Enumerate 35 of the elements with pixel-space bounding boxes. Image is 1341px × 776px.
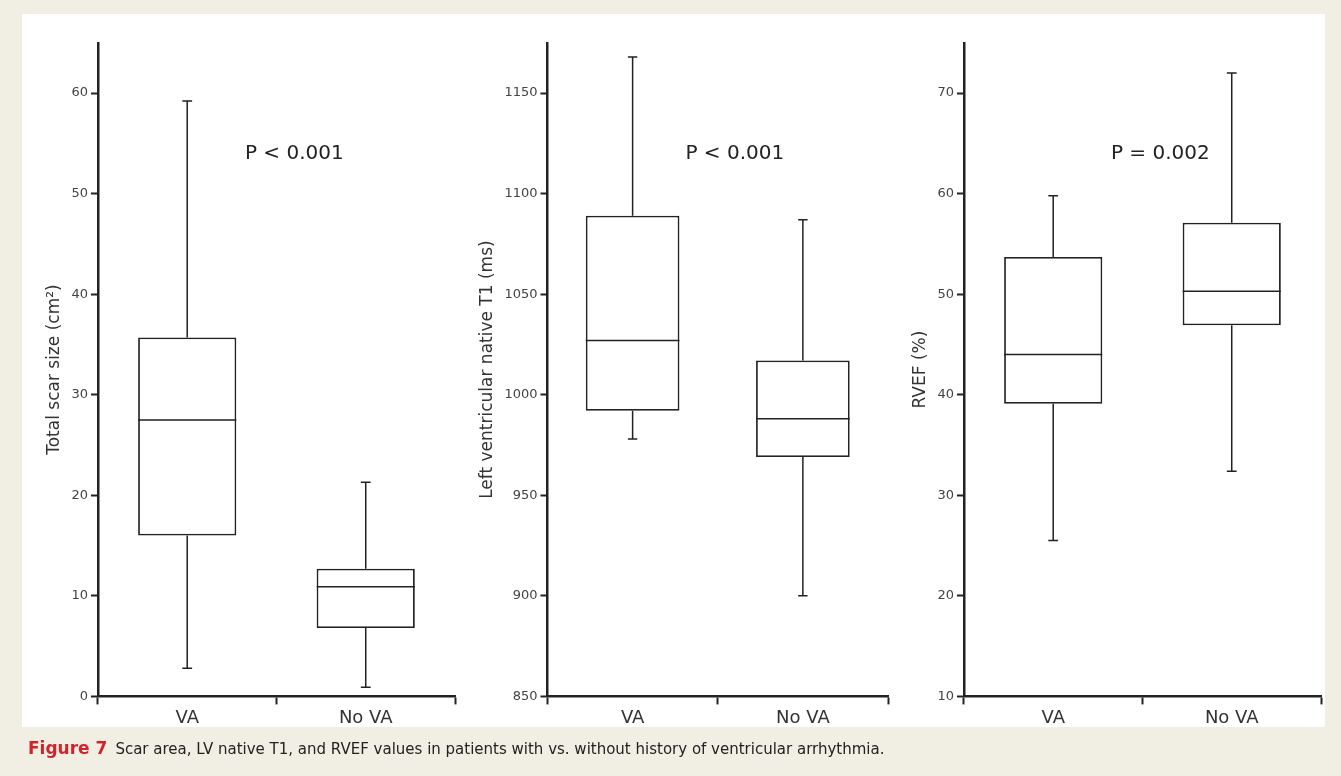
y-tick-label: 70 [937,84,954,100]
y-tick-label: 0 [79,687,88,703]
y-tick-label: 30 [937,486,954,502]
y-tick-label: 60 [71,84,88,100]
y-tick-label: 10 [937,687,954,703]
y-tick-label: 1000 [504,386,538,402]
y-tick-label: 50 [71,185,88,201]
y-tick-label: 20 [71,486,88,502]
text: Scar area, LV native T1, and RVEF values in patients with vs. without history of ventricular arrhythmia. [115,740,885,758]
y-tick-label: 950 [512,486,538,502]
annotation: P < 0.001 [685,140,785,165]
y-tick-label: 30 [71,386,88,402]
annotation: P < 0.001 [244,140,344,165]
x-tick-label: VA [620,705,646,727]
x-tick-label: VA [1041,705,1066,727]
x-tick-label: VA [175,705,200,727]
y-tick-label: 60 [937,185,954,201]
y-tick-label: 850 [512,687,538,703]
y-tick-label: 40 [71,285,88,301]
y-tick-label: 1050 [504,285,538,301]
y-tick-label: 40 [937,386,954,402]
caption: Figure 7 [28,738,108,758]
y-tick-label: 20 [937,587,954,603]
y-tick-label: 1150 [504,84,538,100]
y-tick-label: 10 [71,587,88,603]
y-tick-label: 900 [512,587,538,603]
annotation: P = 0.002 [1110,140,1210,165]
y-axis-title: RVEF (%) [908,330,929,409]
y-tick-label: 50 [937,285,954,301]
y-axis-title: Left ventricular native T1 (ms) [475,240,496,499]
x-tick-label: No VA [1204,705,1260,727]
x-tick-label: No VA [338,705,394,727]
y-axis-title: Total scar size (cm²) [42,284,63,456]
x-tick-label: No VA [776,705,831,727]
y-tick-label: 1100 [504,185,538,201]
